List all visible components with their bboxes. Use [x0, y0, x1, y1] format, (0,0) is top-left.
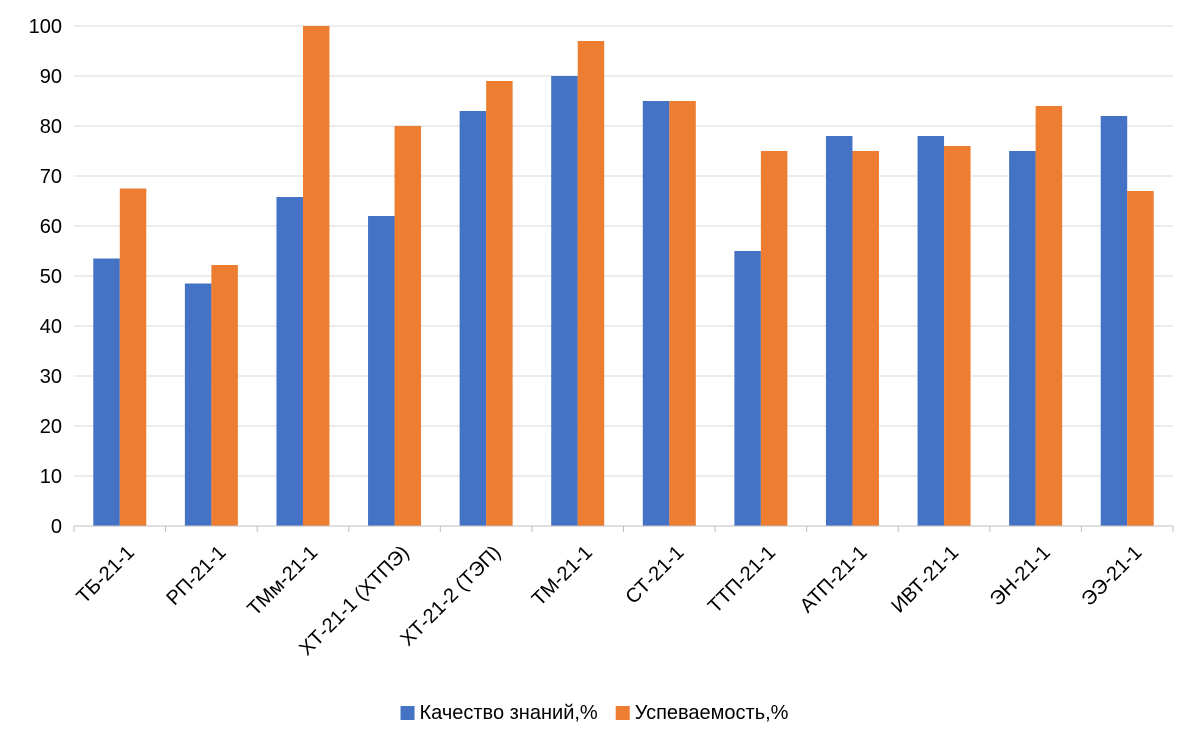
x-axis: ТБ-21-1 РП-21-1 ТМм-21-1ХТ-21-1 (ХТПЭ)ХТ-2… [72, 526, 1174, 660]
y-tick-label: 0 [51, 516, 62, 538]
bar-series-1-4 [368, 216, 395, 526]
x-tick-label: ЭН-21-1 [986, 542, 1055, 611]
x-tick-label: АТП-21-1 [796, 542, 872, 618]
bar-series-1-11 [1009, 151, 1036, 526]
bar-series-1-10 [917, 136, 945, 526]
y-tick-label: 70 [40, 166, 62, 188]
bar-series-2-6 [577, 41, 605, 526]
legend-label: Качество знаний,% [420, 702, 598, 724]
x-tick-label: ТМ-21-1 [528, 542, 597, 611]
bar-series-2-10 [944, 146, 971, 526]
bar-series-2-11 [1035, 106, 1063, 526]
bar-series-1-2 [184, 283, 212, 526]
bar-series-2-1 [119, 188, 147, 526]
bar-series-1-12 [1100, 116, 1128, 526]
y-tick-label: 60 [40, 216, 62, 238]
x-tick-label: ЭЭ-21-1 [1077, 542, 1146, 611]
bar-series-2-5 [486, 81, 513, 526]
y-tick-label: 50 [40, 266, 62, 288]
bar-series-1-5 [459, 111, 487, 526]
x-tick-label: ТМм-21-1 [243, 542, 322, 621]
y-tick-label: 30 [40, 366, 62, 388]
y-tick-label: 10 [40, 466, 62, 488]
x-tick-label: ТБ-21-1 [72, 542, 138, 608]
bar-series-1-8 [734, 251, 761, 526]
y-tick-label: 90 [40, 66, 62, 88]
bar-series-2-7 [669, 101, 696, 526]
bar-series-2-12 [1127, 191, 1154, 526]
y-tick-label: 80 [40, 116, 62, 138]
legend-item: Успеваемость,% [615, 702, 789, 724]
legend-swatch [400, 706, 415, 720]
y-tick-label: 40 [40, 316, 62, 338]
bar-series-1-7 [642, 101, 670, 526]
bar-series-2-8 [760, 151, 788, 526]
bar-series-2-3 [302, 26, 330, 526]
bars [93, 26, 1154, 526]
x-tick-label: РП-21-1 [162, 542, 230, 610]
y-axis: 0 10 20 30 40 50 60 70 80 90 100 [29, 16, 62, 538]
bar-series-1-9 [825, 136, 853, 526]
y-tick-label: 20 [40, 416, 62, 438]
legend-label: Успеваемость,% [635, 702, 789, 724]
x-tick-label: ИВТ-21-1 [887, 542, 963, 618]
bar-series-1-6 [551, 76, 578, 526]
bar-series-2-2 [211, 265, 238, 526]
gridlines [74, 25, 1173, 477]
x-tick-label: ТТП-21-1 [704, 542, 780, 618]
legend: Качество знаний,% Успеваемость,% [400, 702, 789, 724]
x-tick-label: СТ-21-1 [621, 542, 688, 609]
legend-item: Качество знаний,% [400, 702, 598, 724]
bar-series-2-4 [394, 126, 422, 526]
bar-series-1-1 [93, 258, 120, 526]
y-tick-label: 100 [29, 16, 62, 38]
bar-series-2-9 [852, 151, 879, 526]
legend-swatch [615, 706, 630, 720]
bar-series-1-3 [276, 197, 303, 526]
